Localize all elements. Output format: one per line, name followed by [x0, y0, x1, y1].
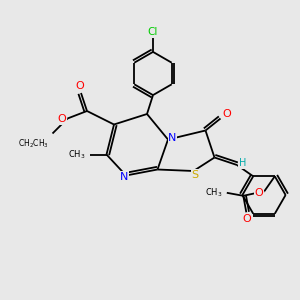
Text: N: N: [120, 172, 129, 182]
Text: CH$_3$: CH$_3$: [205, 187, 222, 199]
Text: O: O: [254, 188, 263, 198]
Text: O: O: [242, 214, 251, 224]
Text: CH$_2$CH$_3$: CH$_2$CH$_3$: [18, 137, 49, 150]
Text: S: S: [191, 169, 199, 180]
Text: CH$_3$: CH$_3$: [68, 148, 86, 161]
Text: O: O: [222, 109, 231, 119]
Text: O: O: [75, 81, 84, 92]
Text: O: O: [58, 114, 67, 124]
Text: Cl: Cl: [148, 27, 158, 38]
Text: H: H: [239, 158, 246, 169]
Text: N: N: [168, 133, 177, 143]
